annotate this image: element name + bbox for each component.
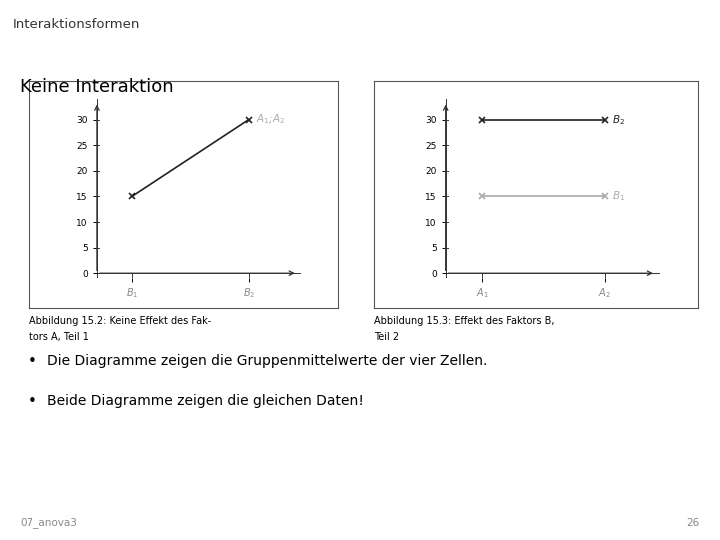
Text: 26: 26 — [687, 518, 700, 528]
Text: •: • — [27, 394, 36, 409]
Text: Teil 2: Teil 2 — [374, 332, 400, 342]
Text: Keine Interaktion: Keine Interaktion — [20, 78, 174, 96]
Text: •: • — [27, 354, 36, 369]
Text: $B_2$: $B_2$ — [612, 113, 625, 126]
Text: Abbildung 15.2: Keine Effekt des Fak-: Abbildung 15.2: Keine Effekt des Fak- — [29, 316, 211, 326]
Text: $B_2$: $B_2$ — [243, 286, 255, 300]
Text: $A_1$: $A_1$ — [476, 286, 489, 300]
Text: 07_anova3: 07_anova3 — [20, 517, 77, 528]
Text: Die Diagramme zeigen die Gruppenmittelwerte der vier Zellen.: Die Diagramme zeigen die Gruppenmittelwe… — [47, 354, 487, 368]
Text: tors A, Teil 1: tors A, Teil 1 — [29, 332, 89, 342]
Text: Interaktionsformen: Interaktionsformen — [13, 18, 140, 31]
Text: Beide Diagramme zeigen die gleichen Daten!: Beide Diagramme zeigen die gleichen Date… — [47, 394, 364, 408]
Text: Abbildung 15.3: Effekt des Faktors B,: Abbildung 15.3: Effekt des Faktors B, — [374, 316, 555, 326]
Text: $B_1$: $B_1$ — [612, 190, 625, 203]
Text: $A_1$;$A_2$: $A_1$;$A_2$ — [256, 113, 284, 126]
Text: $A_2$: $A_2$ — [598, 286, 611, 300]
Text: $B_1$: $B_1$ — [126, 286, 138, 300]
